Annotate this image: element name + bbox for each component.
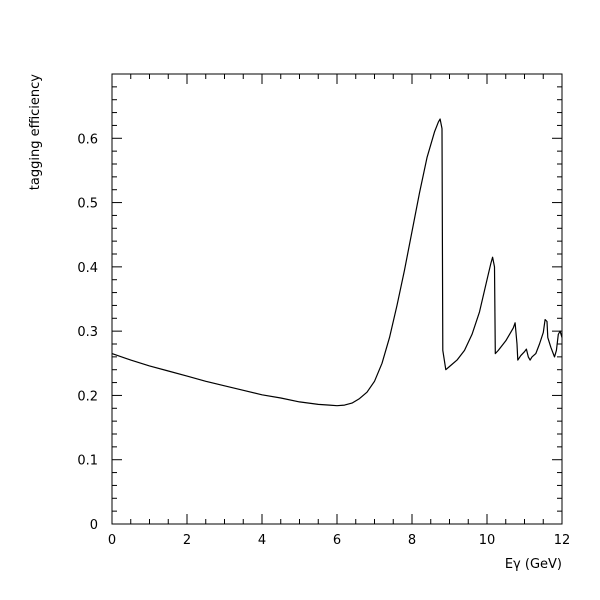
x-tick-label: 6 [333, 533, 341, 548]
x-tick-label: 4 [258, 533, 266, 548]
y-minor-ticks [112, 86, 562, 512]
x-axis-title: Eγ (GeV) [505, 557, 562, 572]
y-axis-ticks: 0 0.1 0.2 0.3 0.4 0.5 0.6 [77, 132, 562, 533]
x-tick-label: 10 [479, 533, 496, 548]
x-tick-label: 12 [554, 533, 571, 548]
y-tick-label: 0.6 [77, 132, 98, 147]
x-tick-label: 0 [108, 533, 116, 548]
y-tick-label: 0 [90, 518, 98, 533]
y-tick-label: 0.4 [77, 261, 98, 276]
x-tick-label: 8 [408, 533, 416, 548]
y-tick-label: 0.3 [77, 325, 98, 340]
x-minor-ticks [130, 74, 544, 524]
x-axis-ticks: 0 2 4 6 8 10 12 [108, 74, 570, 548]
y-tick-label: 0.2 [77, 389, 98, 404]
series-group [111, 118, 563, 407]
y-tick-label: 0.1 [77, 454, 98, 469]
series-line [111, 118, 563, 407]
y-tick-label: 0.5 [77, 197, 98, 212]
y-axis-title: tagging efficiency [28, 74, 43, 191]
x-tick-label: 2 [183, 533, 191, 548]
